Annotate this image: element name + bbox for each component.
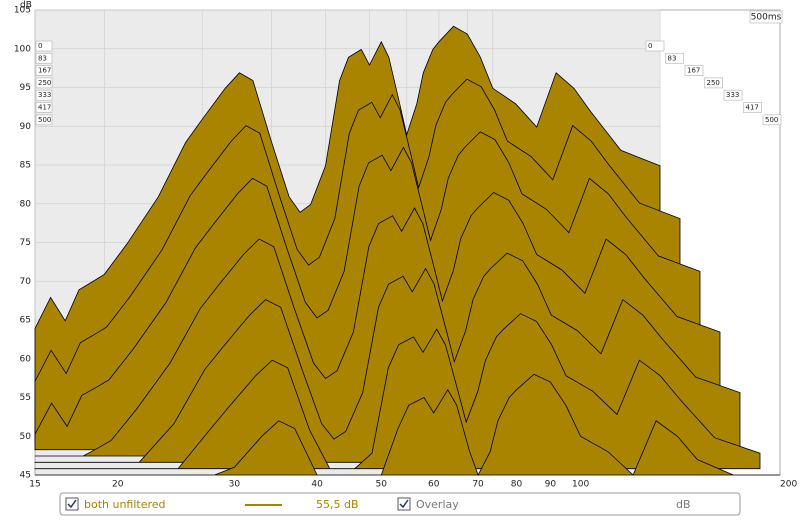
slice-label: 83 [668, 54, 677, 62]
y-tick-label: 95 [20, 83, 31, 93]
x-tick-label: 60 [428, 480, 440, 490]
x-tick-label: 40 [311, 480, 323, 490]
check [67, 499, 77, 509]
x-tick-label: 90 [545, 480, 557, 490]
slice-tag [762, 114, 782, 126]
y-tick-label: 65 [20, 316, 31, 326]
slice-label: 333 [38, 91, 51, 99]
slice-label: 167 [38, 67, 51, 75]
y-axis-label: dB [20, 1, 32, 11]
slice-tag [684, 65, 704, 76]
checkbox[interactable] [397, 497, 411, 511]
slice-label: 250 [707, 79, 720, 87]
slice-tag [35, 89, 53, 101]
slice-label: 167 [687, 67, 700, 75]
y-tick-label: 80 [20, 199, 32, 209]
y-tick-label: 75 [20, 238, 31, 248]
x-tick-label: 200 Hz [780, 480, 800, 490]
x-tick-label: 50 [376, 480, 388, 490]
y-tick-label: 45 [20, 471, 31, 481]
slice-label: 333 [726, 91, 739, 99]
slice-label: 250 [38, 79, 51, 87]
y-tick-label: 55 [20, 393, 31, 403]
y-tick-label: 90 [20, 122, 32, 132]
legend-trace[interactable]: both unfiltered [84, 498, 166, 511]
slice-label: 417 [746, 104, 759, 112]
x-tick-label: 80 [511, 480, 523, 490]
slice [35, 373, 780, 476]
slice-tag [743, 102, 762, 113]
y-tick-label: 100 [14, 44, 31, 54]
slice-label: 500 [38, 116, 51, 124]
y-tick-label: 60 [20, 354, 32, 364]
checkbox[interactable] [65, 497, 79, 511]
x-tick-label: 20 [112, 480, 124, 490]
slice-label: 417 [38, 104, 51, 112]
x-tick-label: 30 [229, 480, 241, 490]
y-tick-label: 70 [20, 277, 32, 287]
slice-label: 0 [38, 42, 42, 50]
slice-tag [665, 52, 684, 64]
slice-tag [35, 40, 53, 52]
slice-tag [35, 114, 53, 126]
slice-label: 83 [38, 54, 47, 62]
legend-level: 55,5 dB [316, 498, 359, 511]
y-tick-label: 50 [20, 432, 32, 442]
legend-overlay[interactable]: Overlay [416, 498, 459, 511]
slice-tag [35, 77, 53, 89]
x-tick-label: 100 [572, 480, 589, 490]
slice-tag [35, 102, 53, 113]
y-tick-label: 85 [20, 161, 31, 171]
slice-tag [723, 89, 743, 101]
slice-tag [645, 40, 665, 52]
slice-label: 500 [765, 116, 778, 124]
x-tick-label: 70 [472, 480, 484, 490]
x-tick-label: 15 [29, 480, 40, 490]
legend-unit: dB [676, 498, 691, 511]
slice [34, 313, 761, 470]
time-label: 500ms [751, 13, 782, 23]
y-tick-label: 105 [14, 6, 31, 16]
slice-tag [704, 77, 723, 89]
slice-tag [35, 52, 53, 64]
check [399, 499, 409, 509]
slice-tag [35, 65, 53, 76]
time-tag [749, 10, 783, 24]
slice-label: 0 [648, 42, 652, 50]
